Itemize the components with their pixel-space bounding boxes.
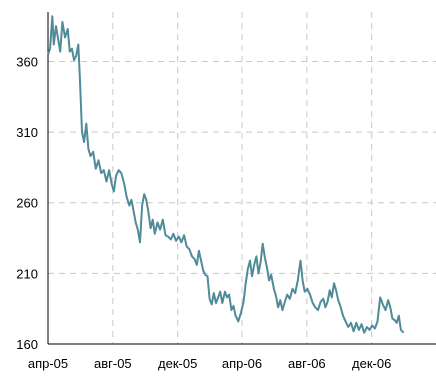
y-tick-label: 160 <box>16 337 38 352</box>
x-tick-label: апр-05 <box>28 356 68 371</box>
series-line <box>47 15 405 334</box>
y-tick-label: 310 <box>16 125 38 140</box>
series-group <box>47 15 405 334</box>
y-tick-label: 360 <box>16 54 38 69</box>
axes <box>47 12 436 345</box>
y-tick-labels: 160 210 260 310 360 <box>16 54 38 352</box>
x-tick-label: дек-06 <box>352 356 391 371</box>
x-tick-labels: апр-05 авг-05 дек-05 апр-06 авг-06 дек-06 <box>28 356 391 371</box>
x-tick-label: авг-06 <box>288 356 326 371</box>
x-tick-label: апр-06 <box>222 356 262 371</box>
y-tick-label: 210 <box>16 266 38 281</box>
x-tick-label: дек-05 <box>158 356 197 371</box>
y-tick-label: 260 <box>16 196 38 211</box>
x-tick-label: авг-05 <box>94 356 132 371</box>
